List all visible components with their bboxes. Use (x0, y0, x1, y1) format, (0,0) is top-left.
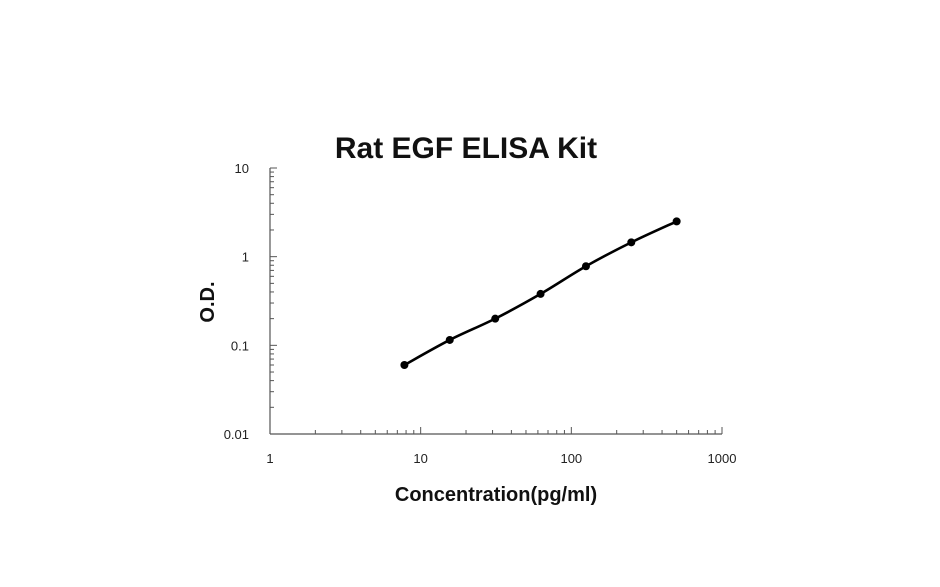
chart-title: Rat EGF ELISA Kit (335, 132, 597, 165)
data-point (672, 217, 681, 226)
y-tick-label: 0.01 (224, 427, 249, 442)
ticks (269, 167, 723, 435)
tick-labels: 1 10 100 1000 0.01 0.1 1 10 (224, 161, 737, 466)
x-tick-label: 1 (266, 451, 273, 466)
x-tick-label: 100 (560, 451, 582, 466)
x-tick-label: 1000 (708, 451, 737, 466)
data-point (400, 361, 409, 370)
data-point (536, 289, 545, 298)
data-point (445, 335, 454, 344)
data-point (581, 262, 590, 271)
x-tick-label: 10 (413, 451, 427, 466)
data-points (400, 217, 681, 370)
y-axis-label: O.D. (197, 281, 219, 322)
x-axis-label: Concentration(pg/ml) (395, 484, 597, 506)
y-tick-label: 10 (235, 161, 249, 176)
y-tick-label: 0.1 (231, 338, 249, 353)
axes (269, 168, 722, 435)
data-point (491, 314, 500, 323)
y-tick-label: 1 (242, 250, 249, 265)
data-point (627, 238, 636, 247)
